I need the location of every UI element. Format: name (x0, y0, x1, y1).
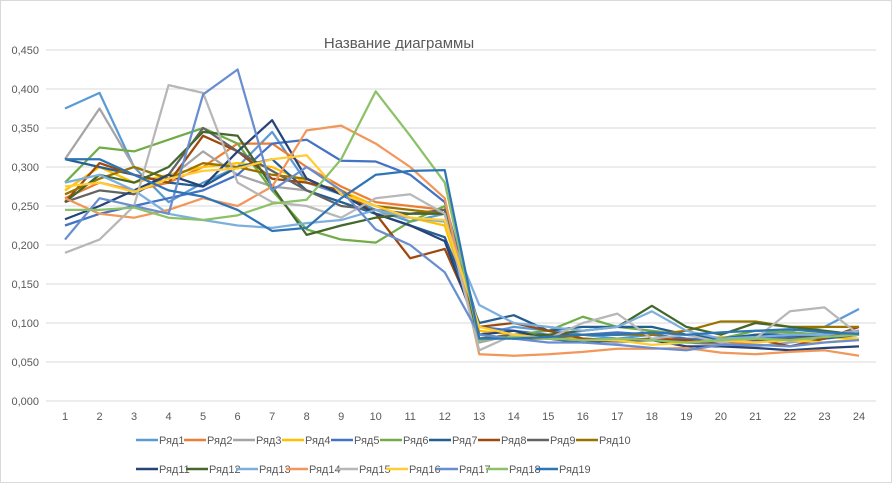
legend-item: Ряд16 (386, 464, 441, 476)
legend-label: Ряд11 (159, 464, 190, 476)
x-tick-label: 22 (784, 411, 796, 423)
y-tick-label: 0,050 (11, 357, 39, 369)
x-tick-label: 6 (235, 411, 241, 423)
series-line-Ряд2 (64, 142, 860, 346)
legend-label: Ряд18 (509, 464, 541, 476)
x-tick-label: 9 (338, 411, 344, 423)
legend-label: Ряд14 (309, 464, 341, 476)
y-tick-label: 0,100 (11, 318, 39, 330)
legend-item: Ряд1 (136, 435, 184, 447)
x-tick-label: 14 (508, 411, 520, 423)
legend-item: Ряд7 (429, 435, 477, 447)
x-tick-label: 3 (131, 411, 137, 423)
legend-label: Ряд2 (207, 435, 232, 447)
y-tick-label: 0,300 (11, 162, 39, 174)
x-tick-label: 16 (577, 411, 589, 423)
legend-item: Ряд19 (536, 464, 591, 476)
series-line-Ряд5 (64, 138, 860, 342)
x-tick-label: 15 (542, 411, 554, 423)
y-tick-label: 0,450 (11, 45, 39, 57)
legend-label: Ряд9 (550, 435, 575, 447)
x-tick-label: 20 (715, 411, 727, 423)
legend-item: Ряд5 (331, 435, 379, 447)
legend-label: Ряд6 (403, 435, 428, 447)
series-line-Ряд18 (65, 90, 860, 344)
x-tick-label: 2 (96, 411, 102, 423)
legend-item: Ряд6 (380, 435, 428, 447)
legend-label: Ряд7 (452, 435, 477, 447)
legend-label: Ряд17 (459, 464, 491, 476)
legend-label: Ряд1 (159, 435, 184, 447)
x-tick-label: 24 (853, 411, 865, 423)
x-tick-label: 18 (646, 411, 658, 423)
legend-item: Ряд17 (436, 464, 491, 476)
y-tick-label: 0,200 (11, 240, 39, 252)
legend-item: Ряд15 (336, 464, 391, 476)
x-tick-label: 23 (818, 411, 830, 423)
x-tick-label: 17 (611, 411, 623, 423)
series-line-Ряд19 (65, 158, 860, 340)
x-tick-label: 11 (405, 411, 416, 423)
legend-label: Ряд16 (409, 464, 441, 476)
x-tick-label: 1 (62, 411, 68, 423)
legend-label: Ряд4 (305, 435, 330, 447)
x-tick-label: 4 (166, 411, 172, 423)
chart-title: Название диаграммы (324, 35, 474, 52)
x-tick-label: 8 (304, 411, 310, 423)
legend-label: Ряд19 (559, 464, 591, 476)
y-tick-label: 0,350 (11, 123, 39, 135)
legend-label: Ряд8 (501, 435, 526, 447)
x-tick-label: 21 (749, 411, 761, 423)
legend-label: Ряд3 (256, 435, 281, 447)
legend-label: Ряд13 (259, 464, 291, 476)
x-tick-label: 13 (473, 411, 485, 423)
x-tick-label: 5 (200, 411, 206, 423)
x-tick-label: 19 (680, 411, 692, 423)
legend-item: Ряд9 (527, 435, 575, 447)
x-tick-label: 12 (439, 411, 451, 423)
legend-label: Ряд12 (209, 464, 241, 476)
y-tick-label: 0,000 (11, 396, 39, 408)
legend-item: Ряд12 (186, 464, 241, 476)
legend-label: Ряд5 (354, 435, 379, 447)
legend-label: Ряд10 (599, 435, 631, 447)
y-tick-label: 0,150 (11, 279, 39, 291)
y-tick-label: 0,250 (11, 201, 39, 213)
series-line-Ряд15 (64, 83, 860, 352)
legend-item: Ряд18 (486, 464, 541, 476)
legend-item: Ряд14 (286, 464, 341, 476)
legend-item: Ряд2 (184, 435, 232, 447)
x-tick-label: 10 (370, 411, 382, 423)
legend-item: Ряд13 (236, 464, 291, 476)
legend-item: Ряд3 (233, 435, 281, 447)
y-tick-label: 0,400 (11, 84, 39, 96)
legend-item: Ряд4 (282, 435, 330, 447)
x-tick-label: 7 (269, 411, 275, 423)
legend-item: Ряд11 (136, 464, 190, 476)
series-line-Ряд17 (64, 68, 860, 352)
legend-item: Ряд10 (576, 435, 631, 447)
legend-label: Ряд15 (359, 464, 391, 476)
series-line-Ряд11 (64, 119, 860, 352)
legend-item: Ряд8 (478, 435, 526, 447)
series-line-Ряд3 (64, 107, 860, 348)
